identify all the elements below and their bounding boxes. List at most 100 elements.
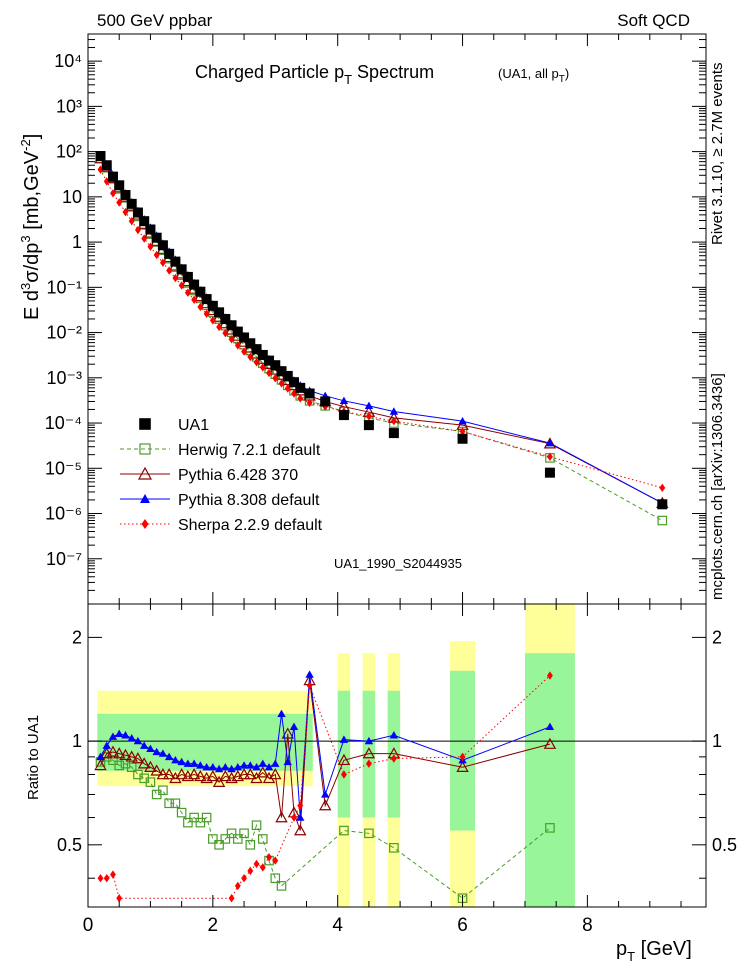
legend-label-pythia-8-308-default: Pythia 8.308 default (178, 492, 320, 509)
ratio-point-sherpa-2-2-9-default-6 (241, 874, 248, 883)
mcplots-label: mcplots.cern.ch [arXiv:1306.3436] (709, 373, 726, 600)
point-sherpa-2-2-9-default-25 (253, 358, 260, 367)
ratio-point-pythia-6-428-370-7 (137, 757, 151, 769)
ratio-point-pythia-8-308-default-12 (171, 756, 180, 764)
ratio-point-pythia-8-308-default-34 (321, 790, 330, 798)
legend-marker-herwig-7-2-1-default (139, 443, 151, 455)
ratio-point-pythia-6-428-370-15 (187, 768, 201, 780)
ratio-point-herwig-7-2-1-default-11 (164, 798, 174, 809)
ratio-point-pythia-6-428-370-18 (206, 769, 220, 782)
ratio-point-pythia-8-308-default-26 (258, 759, 267, 767)
y-tick-label: 10⁻⁶ (45, 504, 82, 524)
point-ua1-2 (107, 171, 118, 182)
band-inner-4 (450, 670, 476, 831)
ratio-point-pythia-8-308-default-15 (189, 759, 199, 767)
ratio-point-herwig-7-2-1-default-8 (145, 777, 156, 787)
point-ua1-0 (95, 151, 106, 162)
ratio-point-pythia-6-428-370-12 (169, 771, 182, 784)
point-sherpa-2-2-9-default-21 (228, 335, 235, 344)
point-ua1-9 (151, 232, 162, 243)
x-tick-label: 4 (332, 915, 343, 936)
point-sherpa-2-2-9-default-40 (659, 483, 666, 493)
ratio-y-tick-label-right: 2 (712, 627, 722, 647)
ratio-point-sherpa-2-2-9-default-19 (546, 671, 553, 680)
ratio-point-pythia-6-428-370-0 (94, 758, 107, 771)
ratio-point-pythia-6-428-370-19 (212, 775, 226, 787)
ratio-point-sherpa-2-2-9-default-3 (116, 893, 123, 903)
point-pythia-8-308-default-37 (389, 407, 399, 415)
point-ua1-32 (295, 382, 306, 393)
ratio-point-pythia-8-308-default-2 (108, 732, 118, 740)
ratio-point-pythia-6-428-370-16 (194, 769, 207, 782)
point-pythia-8-308-default-39 (545, 438, 555, 447)
ratio-point-herwig-7-2-1-default-32 (389, 843, 399, 853)
point-ua1-16 (195, 286, 206, 297)
point-sherpa-2-2-9-default-12 (172, 273, 179, 283)
ratio-series-layer (94, 670, 557, 903)
ratio-line-pythia-6-428-370 (100, 680, 551, 831)
ratio-point-pythia-8-308-default-14 (183, 759, 193, 767)
ratio-point-pythia-8-308-default-17 (202, 762, 211, 771)
ratio-point-pythia-8-308-default-31 (289, 722, 299, 731)
point-ua1-22 (232, 326, 243, 337)
ratio-point-pythia-6-428-370-13 (175, 768, 188, 780)
ratio-point-pythia-6-428-370-6 (131, 752, 145, 764)
point-sherpa-2-2-9-default-2 (110, 189, 116, 198)
ratio-point-sherpa-2-2-9-default-10 (266, 853, 272, 862)
x-tick-label: 8 (582, 915, 593, 936)
legend-marker-pythia-6-428-370 (137, 466, 153, 480)
ratio-point-herwig-7-2-1-default-26 (257, 834, 268, 844)
y-axis-label: E d3σ/dp3 [mb,GeV-2] (18, 134, 43, 320)
legend: UA1 Herwig 7.2.1 default Pythia 6.428 370 P… (120, 417, 323, 534)
x-tick-label: 2 (208, 915, 219, 936)
ratio-point-herwig-7-2-1-default-13 (176, 807, 187, 818)
ratio-point-sherpa-2-2-9-default-17 (390, 754, 397, 763)
point-pythia-8-308-default-36 (364, 401, 374, 410)
point-sherpa-2-2-9-default-27 (266, 368, 272, 378)
ratio-point-pythia-8-308-default-24 (246, 761, 255, 769)
point-ua1-15 (189, 279, 200, 290)
point-ua1-12 (170, 256, 181, 267)
ratio-point-pythia-6-428-370-4 (119, 748, 132, 761)
ratio-point-herwig-7-2-1-default-12 (170, 798, 181, 809)
point-ua1-3 (114, 180, 125, 191)
ratio-point-sherpa-2-2-9-default-11 (272, 856, 279, 865)
ratio-point-pythia-6-428-370-36 (362, 747, 376, 759)
point-ua1-5 (126, 198, 137, 209)
ratio-point-pythia-6-428-370-9 (150, 764, 163, 776)
ratio-point-pythia-6-428-370-28 (269, 768, 282, 780)
point-sherpa-2-2-9-default-4 (122, 207, 129, 217)
point-ua1-4 (120, 189, 131, 200)
point-ua1-28 (270, 360, 281, 371)
ratio-point-herwig-7-2-1-default-20 (220, 834, 231, 844)
ratio-point-sherpa-2-2-9-default-8 (253, 859, 260, 869)
ratio-point-pythia-8-308-default-35 (339, 735, 349, 743)
ratio-point-pythia-8-308-default-10 (158, 749, 168, 757)
point-sherpa-2-2-9-default-37 (390, 416, 397, 426)
point-herwig-7-2-1-default-40 (657, 515, 668, 526)
rivet-label: Rivet 3.1.10, ≥ 2.7M events (709, 63, 726, 246)
ratio-point-pythia-6-428-370-3 (112, 747, 126, 759)
ratio-point-sherpa-2-2-9-default-0 (97, 874, 104, 883)
point-ua1-14 (182, 271, 193, 282)
y-tick-label: 10² (56, 142, 82, 162)
point-ua1-18 (207, 300, 218, 311)
ratio-point-pythia-6-428-370-8 (144, 760, 157, 772)
point-ua1-24 (245, 338, 256, 349)
header-right: Soft QCD (617, 11, 690, 30)
point-ua1-23 (239, 332, 250, 343)
ratio-point-pythia-8-308-default-29 (277, 709, 286, 718)
ratio-point-herwig-7-2-1-default-28 (270, 873, 281, 884)
ratio-point-pythia-6-428-370-2 (106, 745, 120, 757)
point-sherpa-2-2-9-default-13 (178, 281, 185, 290)
y-tick-label: 1 (72, 232, 82, 252)
point-pythia-8-308-default-35 (339, 396, 349, 405)
point-ua1-36 (363, 420, 374, 431)
point-sherpa-2-2-9-default-15 (191, 295, 198, 305)
point-sherpa-2-2-9-default-19 (216, 322, 223, 332)
point-sherpa-2-2-9-default-33 (306, 398, 313, 408)
legend-label-pythia-6-428-370: Pythia 6.428 370 (178, 467, 298, 484)
point-ua1-19 (214, 307, 225, 318)
point-sherpa-2-2-9-default-36 (365, 412, 372, 421)
point-sherpa-2-2-9-default-5 (128, 216, 135, 226)
